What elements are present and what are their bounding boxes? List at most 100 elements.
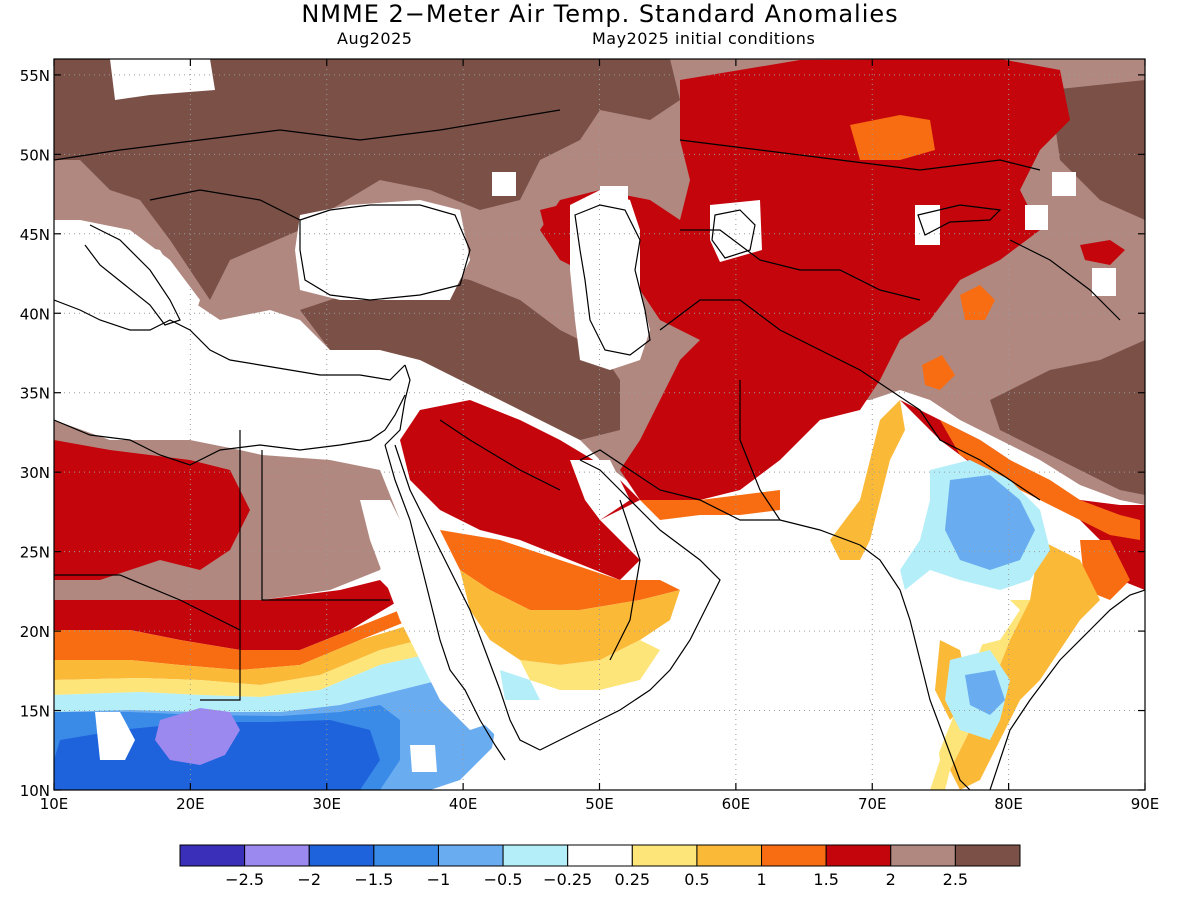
colorbar-swatch <box>308 844 375 867</box>
lat-tick-label: 10N <box>20 782 50 800</box>
mask-lake <box>410 745 437 772</box>
colorbar-label: 1.5 <box>813 870 838 889</box>
colorbar-swatch <box>696 844 763 867</box>
coastline-mediterranean-north <box>54 299 406 381</box>
mask-arabia-west <box>360 500 500 730</box>
coastline-levant <box>384 364 411 446</box>
graticule <box>54 59 1145 790</box>
border-11 <box>149 189 301 221</box>
lat-tick-label: 35N <box>20 385 50 403</box>
region-0.25-to-0.5-b <box>520 640 660 690</box>
region-1-to-1.5-b <box>440 530 680 610</box>
region-1.5-to-2-g <box>1080 240 1125 265</box>
coastline-caspian <box>574 204 651 356</box>
colorbar-swatch <box>567 844 633 867</box>
region-1.5-to-2-b <box>400 400 640 580</box>
region-minus1-to-minus0.5-b <box>945 475 1035 570</box>
mask-red-sea-coast <box>490 700 600 790</box>
border-8 <box>889 389 1041 501</box>
coastline-india-east <box>989 589 1145 790</box>
lon-tick-label: 30E <box>312 795 341 813</box>
forecast-month: Aug2025 <box>337 29 413 48</box>
colorbar-label: −2.5 <box>225 870 264 889</box>
lon-tick-label: 40E <box>449 795 478 813</box>
lat-tick-label: 55N <box>20 67 50 85</box>
region-above-2.5-d <box>1050 80 1145 220</box>
coastline-india-west <box>859 544 971 790</box>
region-1-to-1.5-f <box>922 355 955 390</box>
border-3 <box>54 574 241 631</box>
colorbar <box>179 844 1021 867</box>
border-4 <box>439 419 561 491</box>
region-0.5-to-1-c <box>830 400 905 560</box>
lat-tick-label: 30N <box>20 464 50 482</box>
region-0.25-to-0.5 <box>54 640 425 697</box>
colorbar-swatch <box>761 844 827 867</box>
mask-small-lake-4 <box>492 172 516 196</box>
mask-small-lake-2 <box>1052 172 1076 196</box>
lon-tick-label: 70E <box>858 795 887 813</box>
coastline-arabia-south <box>539 459 721 751</box>
border-9 <box>679 139 1041 171</box>
colorbar-swatch <box>244 844 310 867</box>
lat-tick-label: 25N <box>20 544 50 562</box>
border-5 <box>659 299 891 391</box>
region-1.5-to-2 <box>540 59 1070 500</box>
colorbar-label: 2 <box>886 870 896 889</box>
coastline-red-sea-west <box>384 444 506 761</box>
region-minus1-to-minus0.5-c <box>965 670 1005 715</box>
mask-balkhash <box>915 205 940 245</box>
border-6 <box>680 229 921 301</box>
colorbar-swatch <box>437 844 504 867</box>
colorbar-labels: −2.5 −2 −1.5 −1 −0.5 −0.25 0.25 0.5 1 1.5 2 2.5 <box>225 870 968 889</box>
region-1-to-1.5-e <box>960 285 995 320</box>
colorbar-swatch <box>502 844 569 867</box>
colorbar-label: 2.5 <box>943 870 968 889</box>
colorbar-swatch <box>179 844 246 867</box>
colorbar-swatch <box>825 844 892 867</box>
mask-aral <box>710 200 762 262</box>
map-title: NMME 2−Meter Air Temp. Standard Anomalie… <box>301 0 899 28</box>
lon-tick-label: 20E <box>176 795 205 813</box>
lon-tick-label: 90E <box>1131 795 1160 813</box>
colorbar-label: 1 <box>756 870 766 889</box>
region-1.5-to-2-c <box>54 440 250 580</box>
region-minus0.5-to-minus0.25 <box>54 655 440 712</box>
coastline-persian-gulf-iran <box>579 449 861 546</box>
mask-chad <box>95 712 135 760</box>
lon-tick-label: 80E <box>994 795 1023 813</box>
border-2 <box>200 430 241 701</box>
mask-caspian <box>570 190 650 370</box>
coastline-black-sea <box>299 204 471 301</box>
region-0.5-to-1 <box>54 625 420 685</box>
border-7 <box>739 380 781 521</box>
lat-tick-label: 45N <box>20 226 50 244</box>
region-1-to-1.5-h <box>940 420 1140 540</box>
lon-tick-label: 50E <box>585 795 614 813</box>
border-10 <box>54 109 561 161</box>
region-0.5-to-1-b <box>460 570 680 665</box>
colorbar-swatch <box>373 844 439 867</box>
lat-tick-label: 40N <box>20 305 50 323</box>
colorbar-label: −1 <box>427 870 451 889</box>
colorbar-swatch <box>954 844 1021 867</box>
coastline-red-sea-east <box>394 444 541 751</box>
mask-mediterranean <box>54 300 410 440</box>
colorbar-swatch <box>631 844 698 867</box>
colorbar-label: −0.25 <box>543 870 592 889</box>
mask-north-west <box>110 59 215 100</box>
region-above-2.5-c <box>990 59 1145 495</box>
lon-tick-label: 10E <box>40 795 69 813</box>
colorbar-label: 0.5 <box>684 870 709 889</box>
region-1-to-1.5-d <box>850 115 935 160</box>
mask-small-lake-3 <box>1092 268 1116 296</box>
border-12 <box>1009 239 1121 321</box>
lon-tick-label: 60E <box>722 795 751 813</box>
colorbar-swatch <box>890 844 956 867</box>
anomaly-field <box>54 59 1145 790</box>
mask-black-sea <box>295 200 470 300</box>
colorbar-label: −1.5 <box>354 870 393 889</box>
mask-small-lake-5 <box>600 186 628 206</box>
colorbar-label: −2 <box>297 870 321 889</box>
